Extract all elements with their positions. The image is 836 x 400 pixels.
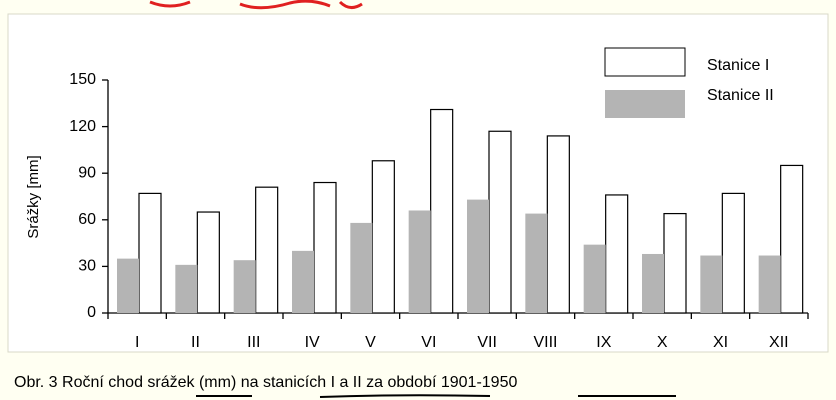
- y-axis-label: Srážky [mm]: [25, 155, 42, 238]
- x-tick-label: XII: [769, 334, 789, 351]
- legend-swatch: [604, 47, 686, 77]
- x-tick-label: II: [191, 334, 200, 351]
- bar: [196, 211, 220, 314]
- bar: [525, 213, 548, 313]
- bar: [233, 260, 256, 313]
- bar: [467, 199, 489, 313]
- bar: [430, 108, 454, 314]
- bar: [663, 212, 687, 314]
- bar: [605, 194, 629, 314]
- y-tick-label: 120: [69, 118, 96, 135]
- x-tick-label: V: [365, 334, 376, 351]
- y-tick-label: 0: [87, 304, 96, 321]
- bar: [117, 258, 139, 313]
- x-tick-label: III: [247, 334, 260, 351]
- bar: [583, 244, 606, 313]
- legend-swatch: [605, 90, 685, 118]
- bar: [175, 264, 198, 313]
- bar: [255, 186, 279, 314]
- bar: [700, 255, 723, 313]
- x-tick-label: X: [657, 334, 668, 351]
- bar: [488, 130, 512, 314]
- bar: [758, 255, 781, 313]
- x-tick-label: XI: [713, 334, 728, 351]
- bar: [642, 253, 664, 313]
- y-tick-label: 60: [78, 211, 96, 228]
- bar: [138, 192, 162, 314]
- y-tick-label: 30: [78, 258, 96, 275]
- x-tick-label: VII: [477, 334, 497, 351]
- bar: [546, 135, 570, 314]
- x-tick-label: IX: [596, 334, 611, 351]
- legend-label: Stanice I: [707, 57, 769, 74]
- x-tick-label: IV: [305, 334, 320, 351]
- caption-underline: [196, 394, 676, 398]
- y-tick-label: 90: [78, 164, 96, 181]
- bar: [371, 160, 395, 314]
- y-tick-label: 150: [69, 71, 96, 88]
- x-tick-label: I: [135, 334, 139, 351]
- bar: [292, 250, 314, 313]
- bar: [350, 222, 373, 313]
- bar: [721, 192, 745, 314]
- caption: Obr. 3 Roční chod srážek (mm) na stanicí…: [14, 374, 517, 391]
- bar: [780, 164, 804, 314]
- x-tick-label: VI: [421, 334, 436, 351]
- x-tick-label: VIII: [533, 334, 557, 351]
- handwriting: [149, 0, 363, 10]
- bar: [408, 210, 431, 313]
- bar: [313, 181, 337, 314]
- legend-label: Stanice II: [707, 87, 774, 104]
